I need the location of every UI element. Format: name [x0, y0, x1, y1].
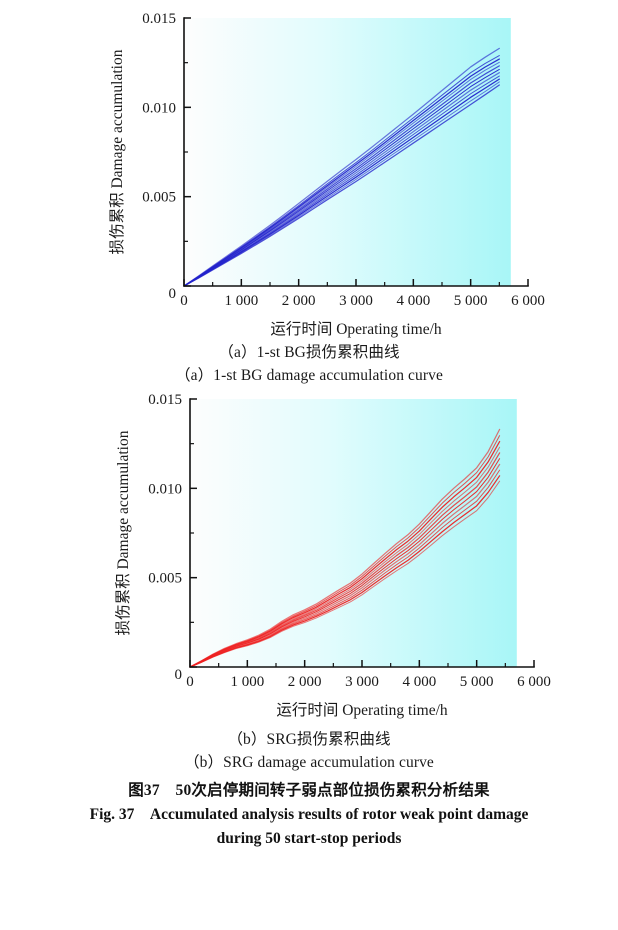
- chart-panel-a: 0 1 000 2 000 3 000 4 000 5 000 6 000 0 0.005 0.0…: [0, 0, 618, 340]
- series-line: [183, 58, 500, 287]
- series-group: [189, 428, 501, 668]
- x-axis-title: 运行时间 Operating time/h: [270, 320, 442, 338]
- y-tick-label: 0.015: [148, 392, 182, 408]
- series-line: [189, 428, 501, 668]
- y-tick-label: 0: [169, 286, 177, 302]
- figure-caption-en-line1: Fig. 37 Accumulated analysis results of …: [89, 806, 529, 824]
- series-line: [183, 47, 500, 287]
- series-line: [183, 84, 500, 287]
- series-line: [189, 452, 501, 668]
- damage-accumulation-chart-a: 0 1 000 2 000 3 000 4 000 5 000 6 000 0 0.005 0.0…: [108, 11, 545, 338]
- series-line: [189, 475, 501, 668]
- x-tick-label: 0: [186, 674, 194, 690]
- series-line: [189, 480, 501, 668]
- x-tick-label: 4 000: [402, 674, 436, 690]
- x-tick-label: 0: [180, 293, 188, 309]
- series-line: [183, 78, 500, 287]
- x-tick-label: 6 000: [511, 293, 545, 309]
- figure-caption-en-line2: during 50 start-stop periods: [216, 829, 402, 847]
- x-tick-label: 5 000: [460, 674, 494, 690]
- y-tick-label: 0: [175, 667, 183, 683]
- plot-background: [190, 399, 517, 667]
- y-tick-label: 0.010: [142, 100, 176, 116]
- x-tick-label: 1 000: [230, 674, 264, 690]
- x-axis-title: 运行时间 Operating time/h: [276, 701, 448, 719]
- x-tick-label: 3 000: [345, 674, 379, 690]
- x-tick-label: 2 000: [282, 293, 316, 309]
- subcaption-b-en: （b）SRG damage accumulation curve: [184, 754, 434, 771]
- damage-accumulation-chart-b: 0 1 000 2 000 3 000 4 000 5 000 6 000 0 0.005 0.0…: [114, 392, 551, 719]
- chart-panel-b: 0 1 000 2 000 3 000 4 000 5 000 6 000 0 0.005 0.0…: [0, 387, 618, 727]
- y-tick-label: 0.015: [142, 11, 176, 27]
- subcaption-a-cn: （a）1-st BG损伤累积曲线: [218, 344, 400, 361]
- y-axis-title: 损伤累积 Damage accumulation: [108, 49, 126, 254]
- series-line: [183, 72, 500, 287]
- subcaption-b-cn: （b）SRG损伤累积曲线: [227, 731, 391, 748]
- x-tick-label: 5 000: [454, 293, 488, 309]
- x-tick-label: 2 000: [288, 674, 322, 690]
- y-tick-label: 0.005: [142, 190, 176, 206]
- series-group: [183, 47, 500, 287]
- x-tick-label: 6 000: [517, 674, 551, 690]
- y-axis-title: 损伤累积 Damage accumulation: [114, 430, 132, 635]
- series-line: [183, 65, 500, 287]
- subcaption-a-en: （a）1-st BG damage accumulation curve: [175, 367, 443, 384]
- x-tick-label: 4 000: [396, 293, 430, 309]
- plot-background: [184, 18, 511, 286]
- figure-caption-cn: 图37 50次启停期间转子弱点部位损伤累积分析结果: [128, 782, 490, 799]
- series-line: [189, 463, 501, 668]
- series-line: [189, 440, 501, 668]
- x-tick-label: 3 000: [339, 293, 373, 309]
- y-tick-label: 0.010: [148, 481, 182, 497]
- y-tick-label: 0.005: [148, 571, 182, 587]
- x-tick-label: 1 000: [224, 293, 258, 309]
